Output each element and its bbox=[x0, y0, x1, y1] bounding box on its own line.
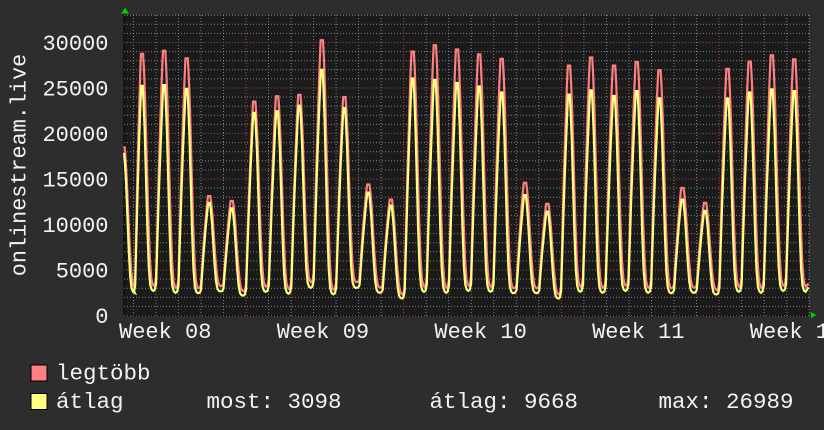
svg-text:20000: 20000 bbox=[42, 123, 108, 148]
svg-text:Week 08: Week 08 bbox=[119, 320, 211, 345]
svg-text:25000: 25000 bbox=[42, 77, 108, 102]
svg-text:átlag: 9668: átlag: 9668 bbox=[430, 389, 579, 415]
svg-text:5000: 5000 bbox=[56, 259, 109, 284]
svg-text:most: 3098: most: 3098 bbox=[207, 389, 342, 415]
svg-text:Week 11: Week 11 bbox=[592, 320, 684, 345]
svg-text:onlinestream.live: onlinestream.live bbox=[8, 54, 33, 276]
svg-text:Week 12: Week 12 bbox=[750, 320, 824, 345]
svg-text:Week 09: Week 09 bbox=[277, 320, 369, 345]
svg-text:átlag: átlag bbox=[56, 389, 124, 415]
svg-text:10000: 10000 bbox=[42, 214, 108, 239]
svg-text:30000: 30000 bbox=[42, 32, 108, 57]
svg-text:Week 10: Week 10 bbox=[434, 320, 526, 345]
svg-text:legtöbb: legtöbb bbox=[56, 361, 151, 387]
svg-text:15000: 15000 bbox=[42, 168, 108, 193]
svg-text:max: 26989: max: 26989 bbox=[659, 389, 794, 415]
svg-text:0: 0 bbox=[95, 305, 108, 330]
